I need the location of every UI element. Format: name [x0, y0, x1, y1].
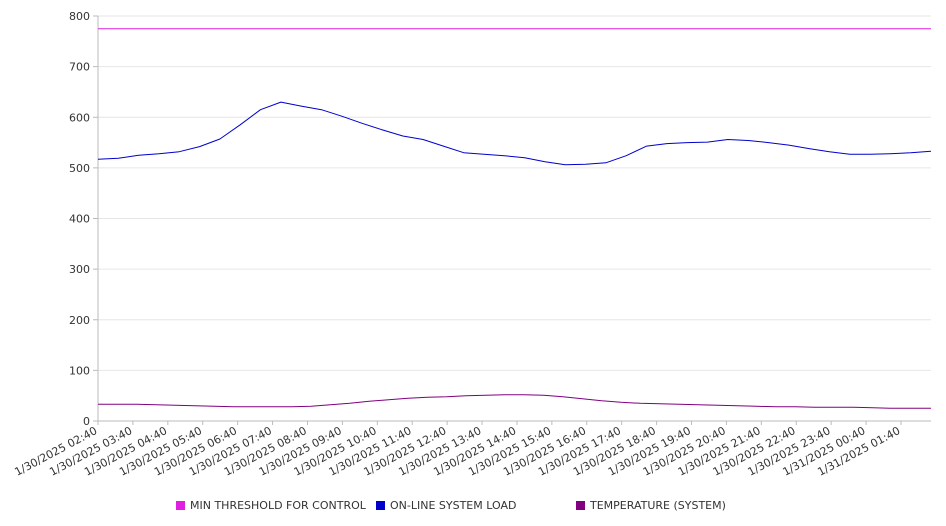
y-tick-label-100: 100 — [69, 364, 90, 377]
y-tick-label-600: 600 — [69, 111, 90, 124]
y-tick-label-400: 400 — [69, 213, 90, 226]
legend-swatch-1 — [376, 501, 385, 510]
y-tick-labels: 0 100 200 300 400 500 600 700 800 — [69, 10, 90, 428]
series-lines — [97, 28, 932, 409]
legend-label-1: ON-LINE SYSTEM LOAD — [390, 499, 516, 512]
legend-label-2: TEMPERATURE (SYSTEM) — [589, 499, 726, 512]
series-line-2 — [98, 394, 931, 409]
axes — [93, 15, 931, 425]
y-tick-label-0: 0 — [83, 415, 90, 428]
y-tick-label-200: 200 — [69, 314, 90, 327]
y-tick-label-500: 500 — [69, 162, 90, 175]
y-tick-label-800: 800 — [69, 10, 90, 23]
legend: MIN THRESHOLD FOR CONTROL ON-LINE SYSTEM … — [176, 499, 726, 512]
grid-lines — [98, 15, 931, 371]
y-tick-label-300: 300 — [69, 263, 90, 276]
y-tick-label-700: 700 — [69, 61, 90, 74]
x-tick-labels: 1/30/2025 02:401/30/2025 03:401/30/2025 … — [12, 424, 902, 478]
legend-label-0: MIN THRESHOLD FOR CONTROL — [190, 499, 367, 512]
legend-swatch-2 — [576, 501, 585, 510]
series-line-1 — [97, 101, 932, 166]
legend-swatch-0 — [176, 501, 185, 510]
